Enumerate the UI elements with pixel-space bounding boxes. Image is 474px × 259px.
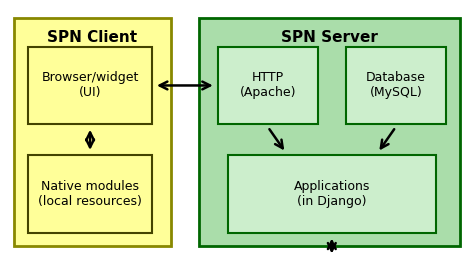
Text: Browser/widget
(UI): Browser/widget (UI) bbox=[41, 71, 139, 99]
Text: HTTP
(Apache): HTTP (Apache) bbox=[239, 71, 296, 99]
FancyBboxPatch shape bbox=[228, 155, 436, 233]
Text: Database
(MySQL): Database (MySQL) bbox=[366, 71, 426, 99]
FancyBboxPatch shape bbox=[218, 47, 318, 124]
FancyBboxPatch shape bbox=[14, 18, 171, 246]
FancyBboxPatch shape bbox=[28, 155, 152, 233]
Text: Applications
(in Django): Applications (in Django) bbox=[293, 180, 370, 208]
Text: SPN Client: SPN Client bbox=[47, 30, 137, 45]
FancyBboxPatch shape bbox=[199, 18, 460, 246]
Text: Native modules
(local resources): Native modules (local resources) bbox=[38, 180, 142, 208]
Text: SPN Server: SPN Server bbox=[281, 30, 378, 45]
FancyBboxPatch shape bbox=[28, 47, 152, 124]
FancyBboxPatch shape bbox=[346, 47, 446, 124]
